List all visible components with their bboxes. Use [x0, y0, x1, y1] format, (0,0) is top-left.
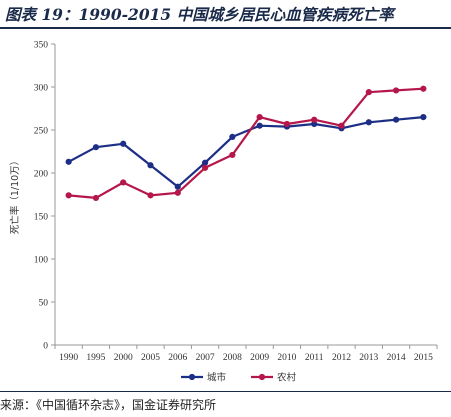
y-tick-label: 250 [34, 127, 49, 137]
axis-ticks: 0 50 100 150 200 250 300 350 1990 1995 2000 2005 200… [34, 41, 438, 363]
x-tick-label: 2014 [387, 353, 406, 363]
series-line [68, 116, 424, 188]
y-tick-label: 50 [39, 299, 49, 309]
y-tick-label: 0 [43, 342, 48, 352]
data-point [338, 122, 345, 129]
y-tick-label: 200 [34, 170, 49, 180]
x-tick-label: 1995 [86, 353, 105, 363]
x-tick-label: 2005 [141, 353, 160, 363]
data-point [65, 158, 72, 165]
data-point [92, 194, 100, 202]
chart-series [65, 85, 427, 202]
data-point [147, 192, 154, 199]
data-point [120, 179, 127, 186]
series-line [68, 87, 424, 199]
chart-legend: 城市 农村 [181, 372, 297, 384]
legend-swatch-marker [188, 373, 196, 381]
footer-rule [0, 391, 451, 392]
data-point [311, 116, 318, 123]
chart-title: 图表 19：1990-2015 中国城乡居民心血管疾病死亡率 [5, 5, 394, 24]
data-point [283, 120, 291, 128]
legend-swatch-marker [258, 373, 266, 381]
legend-label: 城市 [207, 372, 227, 384]
y-tick-label: 150 [34, 213, 49, 223]
x-tick-label: 2010 [277, 353, 296, 363]
x-tick-label: 2000 [114, 353, 133, 363]
y-axis-label: 死亡率（1/10万） [9, 156, 21, 234]
x-tick-label: 2012 [332, 353, 351, 363]
x-tick-label: 2006 [168, 353, 187, 363]
data-point [174, 189, 181, 196]
data-point [365, 89, 372, 96]
x-tick-label: 2011 [305, 353, 324, 363]
chart-axes [54, 44, 437, 346]
y-tick-label: 300 [34, 84, 49, 94]
x-tick-label: 2015 [414, 353, 433, 363]
data-point [256, 114, 263, 121]
data-point [256, 122, 263, 129]
data-point [392, 116, 400, 123]
x-tick-label: 2007 [196, 353, 215, 363]
data-point [311, 120, 318, 128]
y-tick-label: 350 [34, 41, 49, 51]
data-point [392, 87, 400, 94]
data-point [201, 159, 209, 166]
legend-label: 农村 [277, 372, 297, 384]
data-point [420, 85, 427, 92]
x-tick-label: 2013 [359, 353, 378, 363]
source-note: 来源：《中国循环杂志》，国金证券研究所 [0, 398, 217, 412]
data-point [147, 162, 154, 169]
x-tick-label: 1990 [59, 353, 78, 363]
data-point [420, 114, 427, 121]
x-tick-label: 2008 [223, 353, 242, 363]
data-point [229, 133, 236, 140]
data-point [65, 192, 72, 199]
data-point [174, 183, 181, 190]
x-tick-label: 2009 [250, 353, 269, 363]
data-point [365, 119, 372, 126]
title-rule [0, 27, 451, 29]
data-point [120, 140, 127, 147]
data-point [229, 151, 236, 159]
data-point [201, 164, 209, 171]
data-point [92, 144, 100, 151]
y-tick-label: 100 [34, 256, 49, 266]
